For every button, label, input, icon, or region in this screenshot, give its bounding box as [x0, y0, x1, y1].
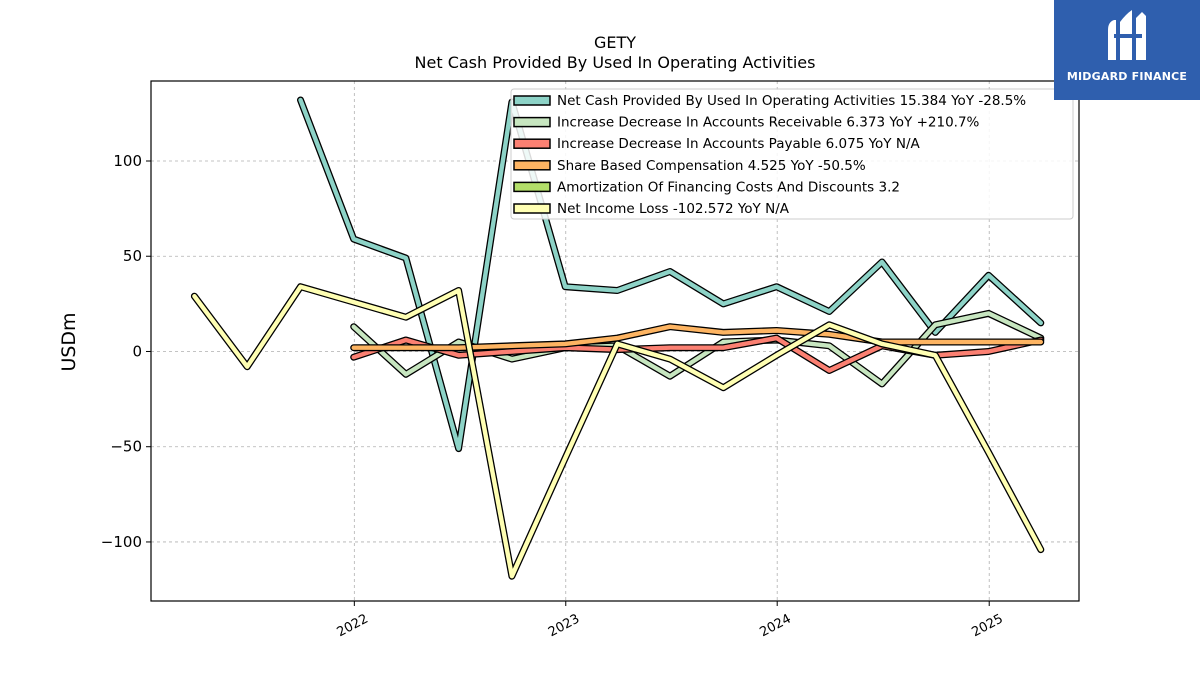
plot-frame: [150, 80, 1080, 602]
x-tick-label: 2024: [757, 612, 793, 641]
x-tick-label: 2022: [335, 612, 371, 641]
brand-logo: MIDGARD FINANCE: [1054, 0, 1200, 100]
legend-box: [510, 88, 1074, 220]
legend-swatch: [513, 95, 551, 106]
y-tick-label: −50: [110, 438, 142, 456]
x-tick-label: 2025: [969, 612, 1005, 641]
chart-subtitle: Net Cash Provided By Used In Operating A…: [415, 53, 816, 72]
y-axis-label: USDm: [58, 312, 80, 371]
legend: Net Cash Provided By Used In Operating A…: [510, 88, 1074, 220]
series-layer: [190, 96, 1045, 580]
chart-title: GETY: [594, 33, 636, 52]
legend-swatch: [513, 116, 551, 128]
legend-entry-label: Increase Decrease In Accounts Receivable…: [557, 115, 980, 131]
legend-swatch: [513, 181, 551, 193]
x-tick-label: 2023: [546, 612, 582, 641]
midgard-logo-icon: [1108, 10, 1146, 60]
y-tick-label: 0: [132, 342, 142, 360]
y-tick-label: 100: [113, 152, 142, 170]
legend-swatch: [513, 203, 551, 214]
legend-entry-label: Share Based Compensation 4.525 YoY -50.5…: [557, 158, 866, 174]
series-line-5: [192, 284, 1044, 579]
y-tick-label: −100: [101, 533, 142, 551]
legend-entry-label: Amortization Of Financing Costs And Disc…: [557, 179, 900, 195]
series-line-0: [298, 97, 1044, 451]
legend-entry-label: Increase Decrease In Accounts Payable 6.…: [557, 136, 920, 152]
legend-entry-label: Net Income Loss -102.572 YoY N/A: [557, 201, 790, 217]
legend-entry-label: Net Cash Provided By Used In Operating A…: [557, 93, 1026, 109]
legend-swatch: [513, 138, 551, 149]
series-outline-5: [190, 283, 1045, 580]
y-tick-label: 50: [123, 247, 142, 265]
axis-ticks: 100 50 0 −50 −100 2022 2023 2024 2025: [101, 152, 1006, 640]
logo-text: MIDGARD FINANCE: [1066, 70, 1188, 83]
legend-swatch: [513, 160, 551, 171]
